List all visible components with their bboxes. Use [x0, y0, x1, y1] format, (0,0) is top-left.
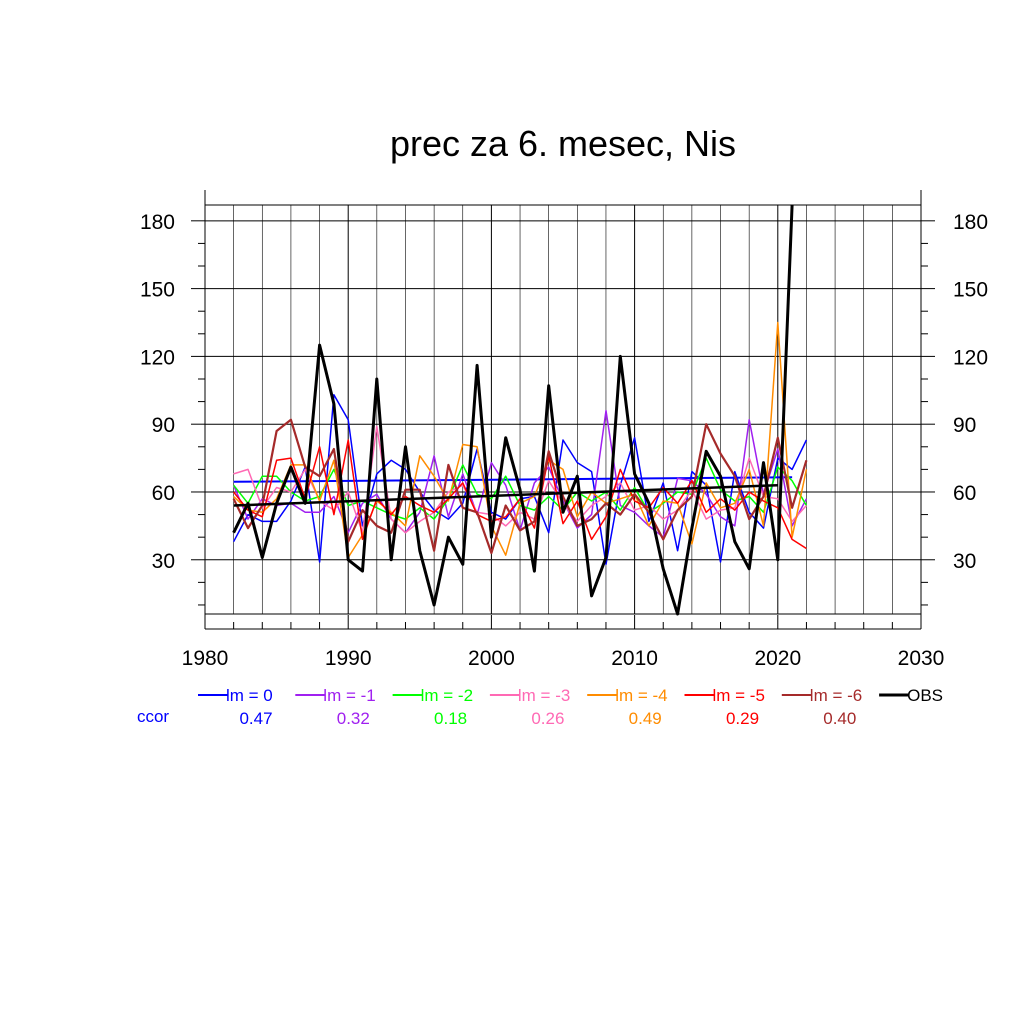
y-tick-label-left: 90	[152, 414, 175, 437]
y-tick-label-left: 150	[140, 279, 175, 302]
series-line	[233, 439, 807, 550]
legend-label: lm = -4	[615, 686, 667, 705]
series-line	[233, 425, 807, 534]
legend-label: lm = -1	[323, 686, 375, 705]
series-line	[233, 321, 808, 559]
ccor-value: 0.40	[823, 709, 856, 728]
series-line	[232, 418, 808, 555]
y-tick-label-right: 150	[953, 279, 988, 302]
y-tick-label-left: 120	[140, 346, 175, 369]
ccor-label: ccor	[137, 707, 169, 726]
ccor-value: 0.29	[726, 709, 759, 728]
y-tick-label-right: 180	[953, 211, 988, 234]
legend-label: lm = -5	[713, 686, 765, 705]
legend: ccor lm = 0 0.47 lm = -1 0.32 lm = -2 0.18 lm =…	[137, 686, 943, 728]
y-tick-label-right: 90	[953, 414, 976, 437]
legend-label: lm = -6	[810, 686, 862, 705]
y-tick-label-left: 180	[140, 211, 175, 234]
chart-title: prec za 6. mesec, Nis	[390, 123, 736, 164]
y-tick-label-left: 30	[152, 550, 175, 573]
ccor-value: 0.49	[629, 709, 662, 728]
x-tick-label: 2020	[754, 647, 801, 670]
legend-label: OBS	[907, 686, 943, 705]
trend-line	[233, 483, 778, 507]
y-tick-label-right: 60	[953, 482, 976, 505]
series-line	[232, 204, 794, 616]
ccor-value: 0.18	[434, 709, 467, 728]
x-tick-label: 2010	[611, 647, 658, 670]
ccor-value: 0.47	[239, 709, 272, 728]
y-tick-label-right: 30	[953, 550, 976, 573]
legend-label: lm = 0	[226, 686, 273, 705]
legend-label: lm = -2	[421, 686, 473, 705]
x-tick-label: 2030	[898, 647, 945, 670]
legend-label: lm = -3	[518, 686, 570, 705]
x-tick-label: 2000	[468, 647, 515, 670]
ccor-value: 0.32	[337, 709, 370, 728]
ccor-value: 0.26	[531, 709, 564, 728]
y-tick-label-left: 60	[152, 482, 175, 505]
axes: 30 30 60 60 90 90 120 120 150 150 180 180 1980 1990 20…	[140, 190, 988, 670]
series-layer	[232, 204, 808, 616]
x-tick-label: 1980	[182, 647, 229, 670]
x-tick-label: 1990	[325, 647, 372, 670]
y-tick-label-right: 120	[953, 346, 988, 369]
trend-line	[233, 476, 793, 483]
